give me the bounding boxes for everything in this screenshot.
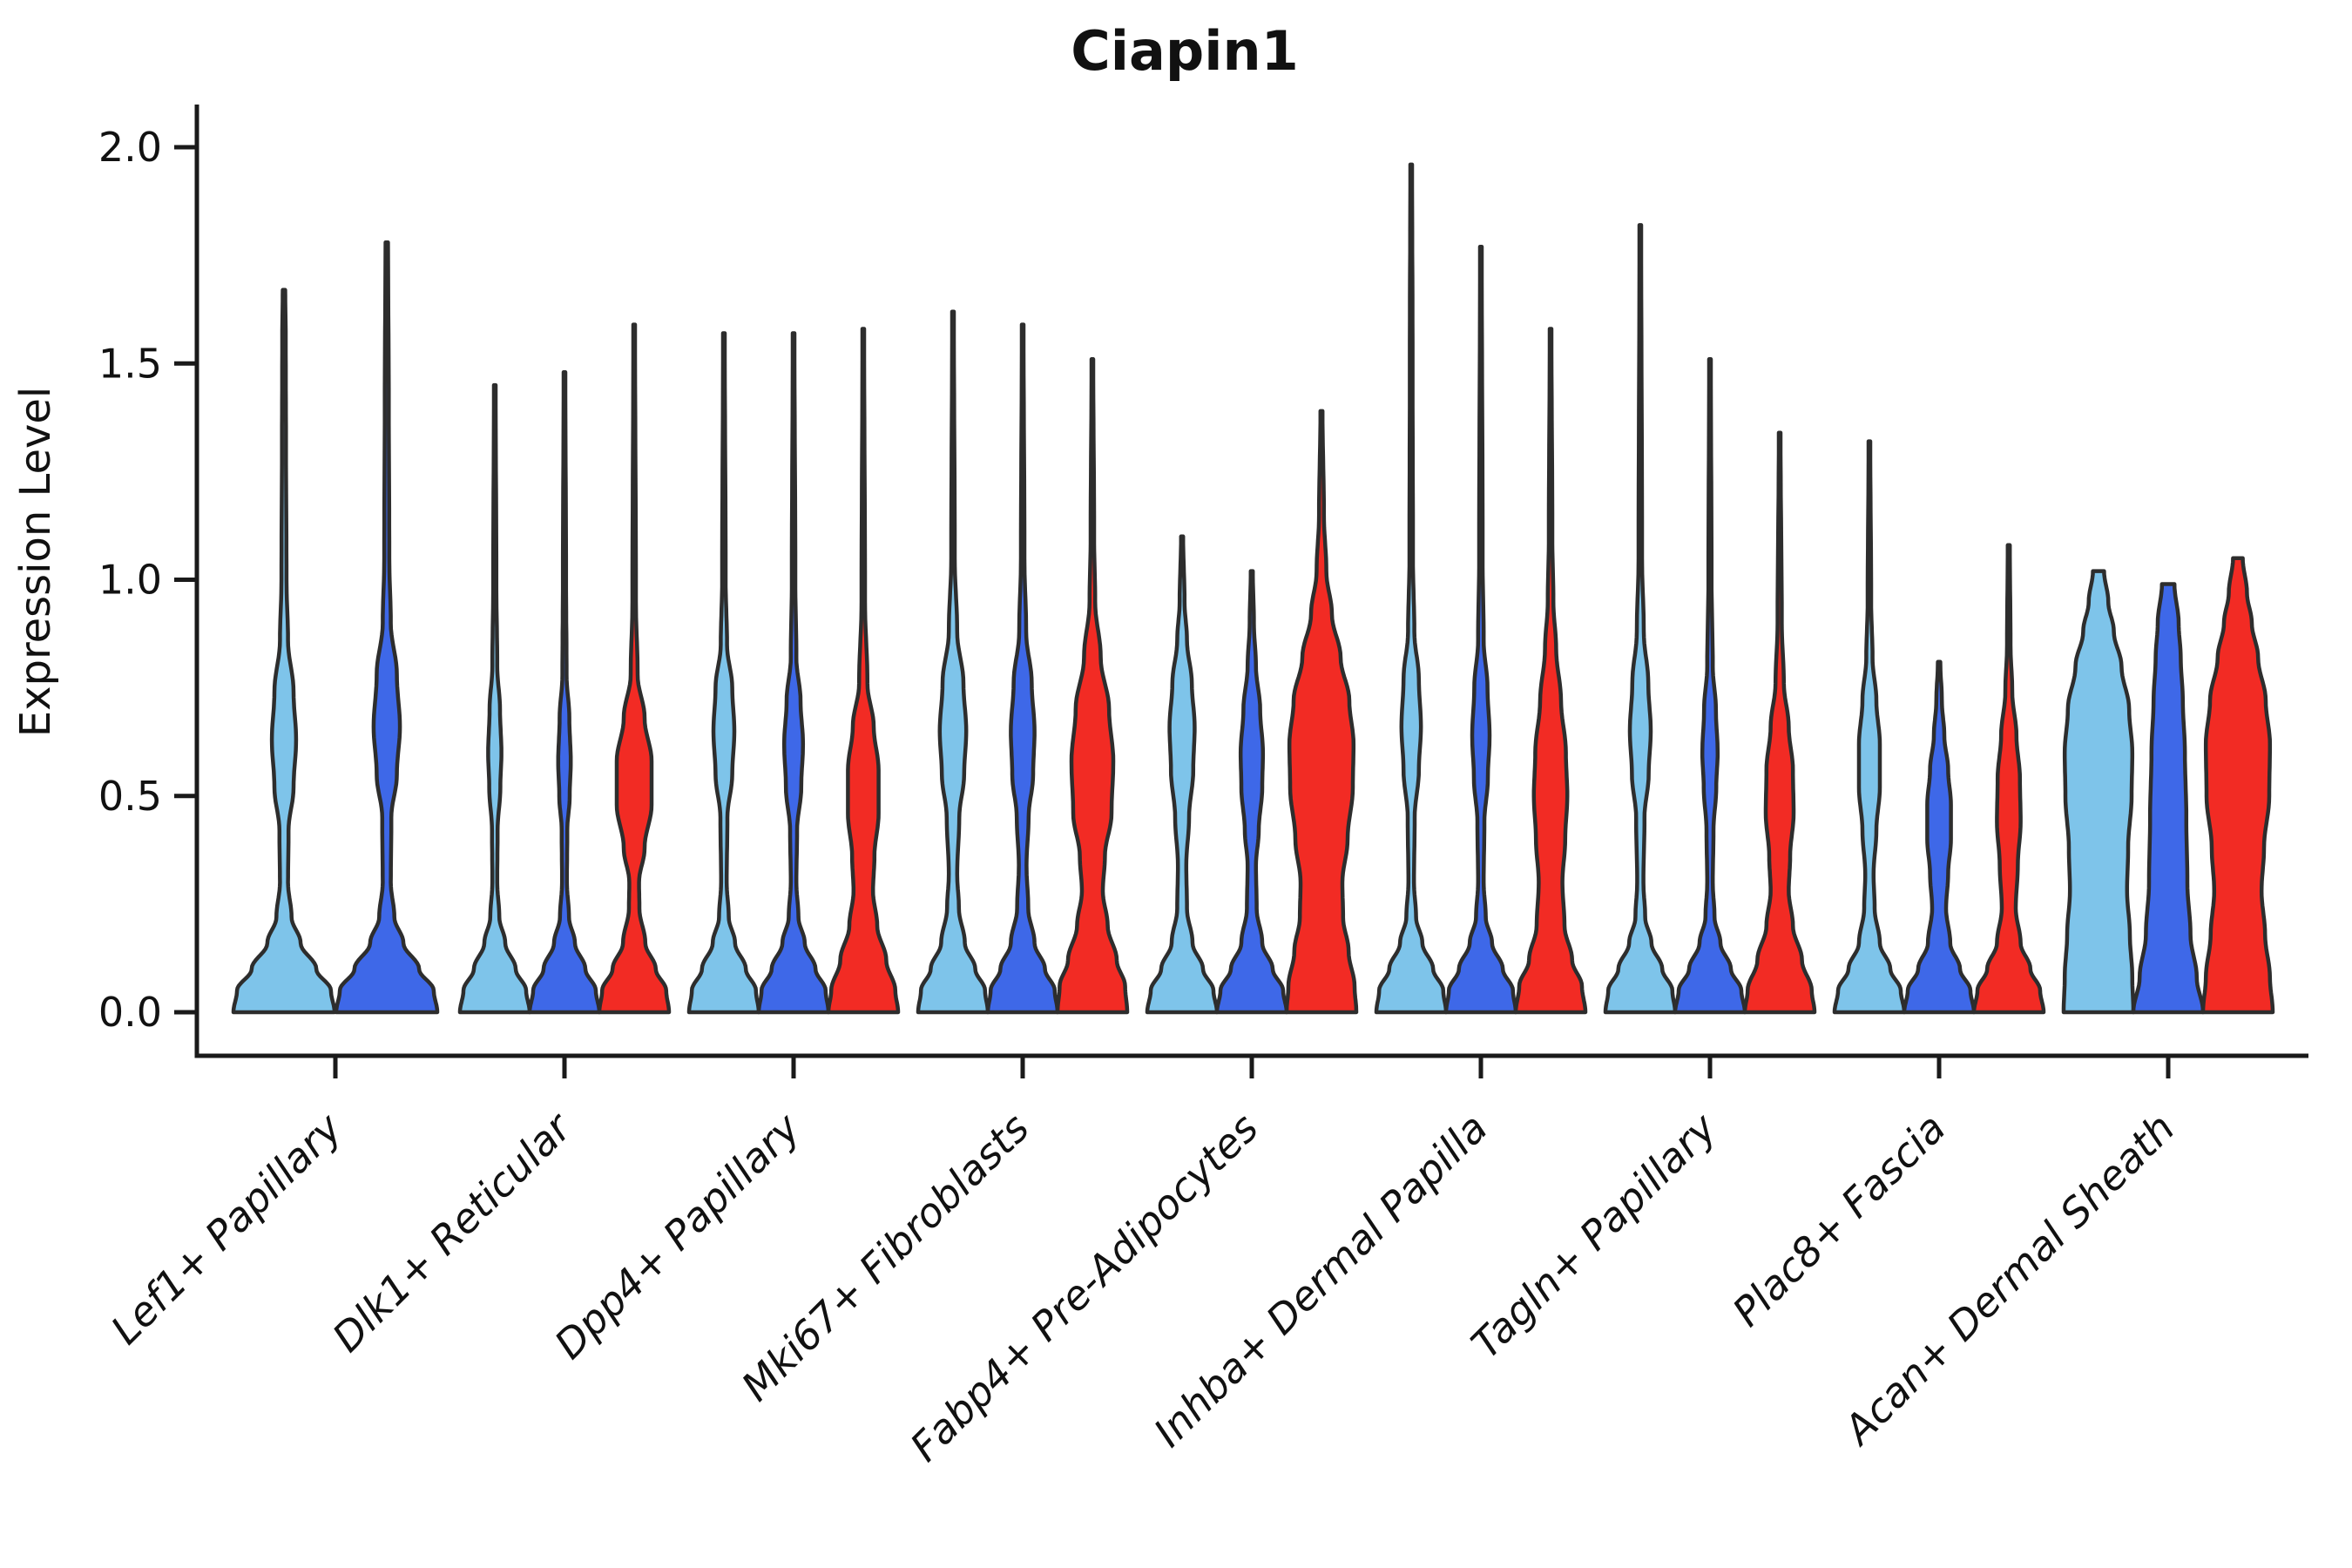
- violin-red: [1055, 357, 1130, 1015]
- violin-dark-blue: [2131, 582, 2206, 1015]
- violin-red: [2200, 556, 2275, 1015]
- violin-dark-blue: [1443, 244, 1518, 1015]
- violin-dark-blue: [527, 369, 602, 1015]
- y-tick-label: 1.5: [98, 340, 162, 387]
- violin-red: [826, 327, 901, 1015]
- violin-red: [1284, 409, 1359, 1015]
- violin-dark-blue: [756, 331, 831, 1015]
- violin-light-blue: [457, 382, 532, 1015]
- violin-light-blue: [231, 287, 337, 1015]
- violin-red: [1971, 543, 2046, 1015]
- violin-light-blue: [1832, 439, 1907, 1015]
- violin-light-blue: [1374, 162, 1449, 1015]
- violin-light-blue: [1603, 223, 1678, 1015]
- y-tick-label: 0.5: [98, 773, 162, 820]
- x-tick-label: Dlk1+ Reticular: [323, 1102, 582, 1361]
- x-tick-label: Lef1+ Papillary: [102, 1104, 351, 1353]
- violin-light-blue: [2061, 569, 2136, 1015]
- violin-dark-blue: [1214, 569, 1289, 1015]
- violin-dark-blue: [334, 240, 440, 1015]
- violin-red: [1513, 327, 1588, 1015]
- violin-dark-blue: [985, 322, 1060, 1015]
- y-tick-label: 0.0: [98, 989, 162, 1036]
- violin-dark-blue: [1673, 357, 1747, 1015]
- violin-red: [1742, 430, 1817, 1015]
- x-tick-label: Plac8+ Fascia: [1723, 1105, 1954, 1335]
- y-tick-label: 2.0: [98, 124, 162, 171]
- violin-light-blue: [916, 309, 990, 1015]
- chart-title: Ciapin1: [1071, 19, 1299, 83]
- x-tick-label: Dpp4+ Papillary: [545, 1104, 809, 1368]
- y-tick-label: 1.0: [98, 557, 162, 604]
- y-axis-label: Expression Level: [11, 387, 60, 738]
- x-tick-label: Tagln+ Papillary: [1462, 1104, 1726, 1368]
- violin-dark-blue: [1902, 659, 1977, 1015]
- violin-light-blue: [686, 331, 761, 1015]
- violin-light-blue: [1145, 534, 1220, 1015]
- violin-red: [597, 322, 672, 1015]
- violin-series: [231, 162, 2275, 1015]
